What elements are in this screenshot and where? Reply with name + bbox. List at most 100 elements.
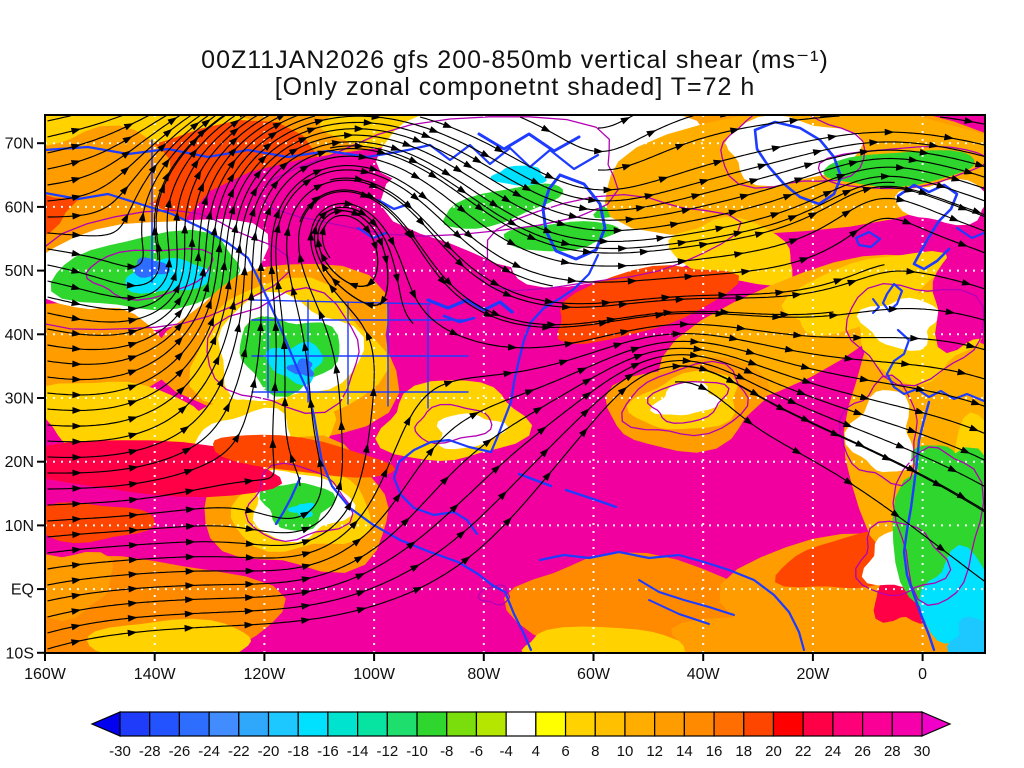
colorbar-label: 18 [735,743,752,760]
colorbar-segment [505,711,537,737]
colorbar-segment [683,711,715,737]
colorbar-label: 22 [795,743,812,760]
streamline [47,115,270,336]
thin-contour [647,380,730,424]
thin-contour [206,287,360,414]
colorbar-label: 12 [646,743,663,760]
streamline-layer [47,115,985,650]
streamline [329,177,885,305]
lat-label: 20N [5,454,34,471]
thin-contour [414,403,493,445]
thin-contour [477,584,511,606]
coastline-path [881,282,904,313]
coastline-path [426,298,514,314]
colorbar-segment [802,711,834,737]
streamline [674,381,985,583]
colorbar-segment [267,711,299,737]
coastline-path [274,476,302,526]
coastline-path [902,400,936,652]
thin-contour [258,116,619,237]
streamline [47,365,985,650]
lat-label: 10S [6,645,34,662]
streamline [47,354,985,618]
colorbar-label: -8 [440,743,453,760]
colorbar-label: -24 [198,743,220,760]
colorbar-segment [386,711,418,737]
streamline [299,189,834,326]
axis-labels: 70N 60N 50N 40N 30N 20N 10N EQ 10S 160W 140W 120W 10… [5,136,928,683]
colorbar-segment [119,711,151,737]
colorbar-segment [327,711,359,737]
streamline [47,115,226,287]
shading-blob [946,616,985,653]
coastline-path [955,226,985,240]
colorbar: -30 -28 -26 -24 -22 -20 -18 -16 -14 -12 -10 -8 -6 -4 4… [90,711,952,760]
streamline [47,115,123,138]
colorbar-segment [654,711,685,737]
lat-label: 40N [5,327,34,344]
streamline [47,115,72,122]
colorbar-segment [861,711,893,737]
lon-label: 0 [918,666,927,683]
coastline-path [477,132,581,153]
colorbar-label: -10 [406,743,428,760]
colorbar-segment [208,711,240,737]
graticule-layer [45,115,985,653]
colorbar-label: 4 [532,743,540,760]
colorbar-segment [416,711,448,737]
lon-label: 140W [134,666,177,683]
shading-blob [781,251,948,337]
streamline [47,115,259,323]
colorbar-label: -16 [317,743,339,760]
streamline [47,115,168,170]
shading-blob [932,249,985,354]
colorbar-segment [475,711,507,737]
coastline-path [489,253,600,454]
coastline-path [753,120,843,206]
lon-label: 40W [687,666,721,683]
colorbar-segment [178,711,210,737]
colorbar-segment [624,711,656,737]
streamline [47,134,985,443]
colorbar-label: -26 [169,743,191,760]
lon-label: 120W [244,666,287,683]
streamline [47,115,218,268]
colorbar-label: -14 [347,743,369,760]
coastline-path [442,314,476,324]
thin-contour [621,360,749,437]
contour-layer [45,115,985,606]
colorbar-segment [535,711,567,737]
streamline [47,165,985,506]
colorbar-segment [743,711,775,737]
colorbar-label: -18 [287,743,309,760]
lon-label: 160W [24,666,67,683]
colorbar-left-arrow [90,711,121,737]
lon-label: 100W [353,666,396,683]
coastline-path [517,472,553,488]
streamline [47,360,985,634]
streamline [47,115,209,237]
streamline [939,116,985,125]
colorbar-right-arrow [921,711,952,737]
colorbar-label: 14 [676,743,693,760]
coastline-path [885,328,985,403]
colorbar-label: 24 [825,743,842,760]
thin-contour [855,520,952,597]
streamline [47,347,985,602]
map-frame [37,114,986,661]
shading-blob [287,502,315,518]
streamline [47,333,985,570]
colorbar-segment [238,711,270,737]
colorbar-label: -28 [139,743,161,760]
colorbar-segment [297,711,329,737]
colorbar-label: -22 [228,743,250,760]
streamline [47,202,985,554]
shading-blob [213,434,396,478]
lat-label: 30N [5,391,34,408]
streamline [47,115,247,311]
coastline-path [648,599,710,625]
lon-label: 80W [467,666,501,683]
thin-contour [479,193,742,292]
